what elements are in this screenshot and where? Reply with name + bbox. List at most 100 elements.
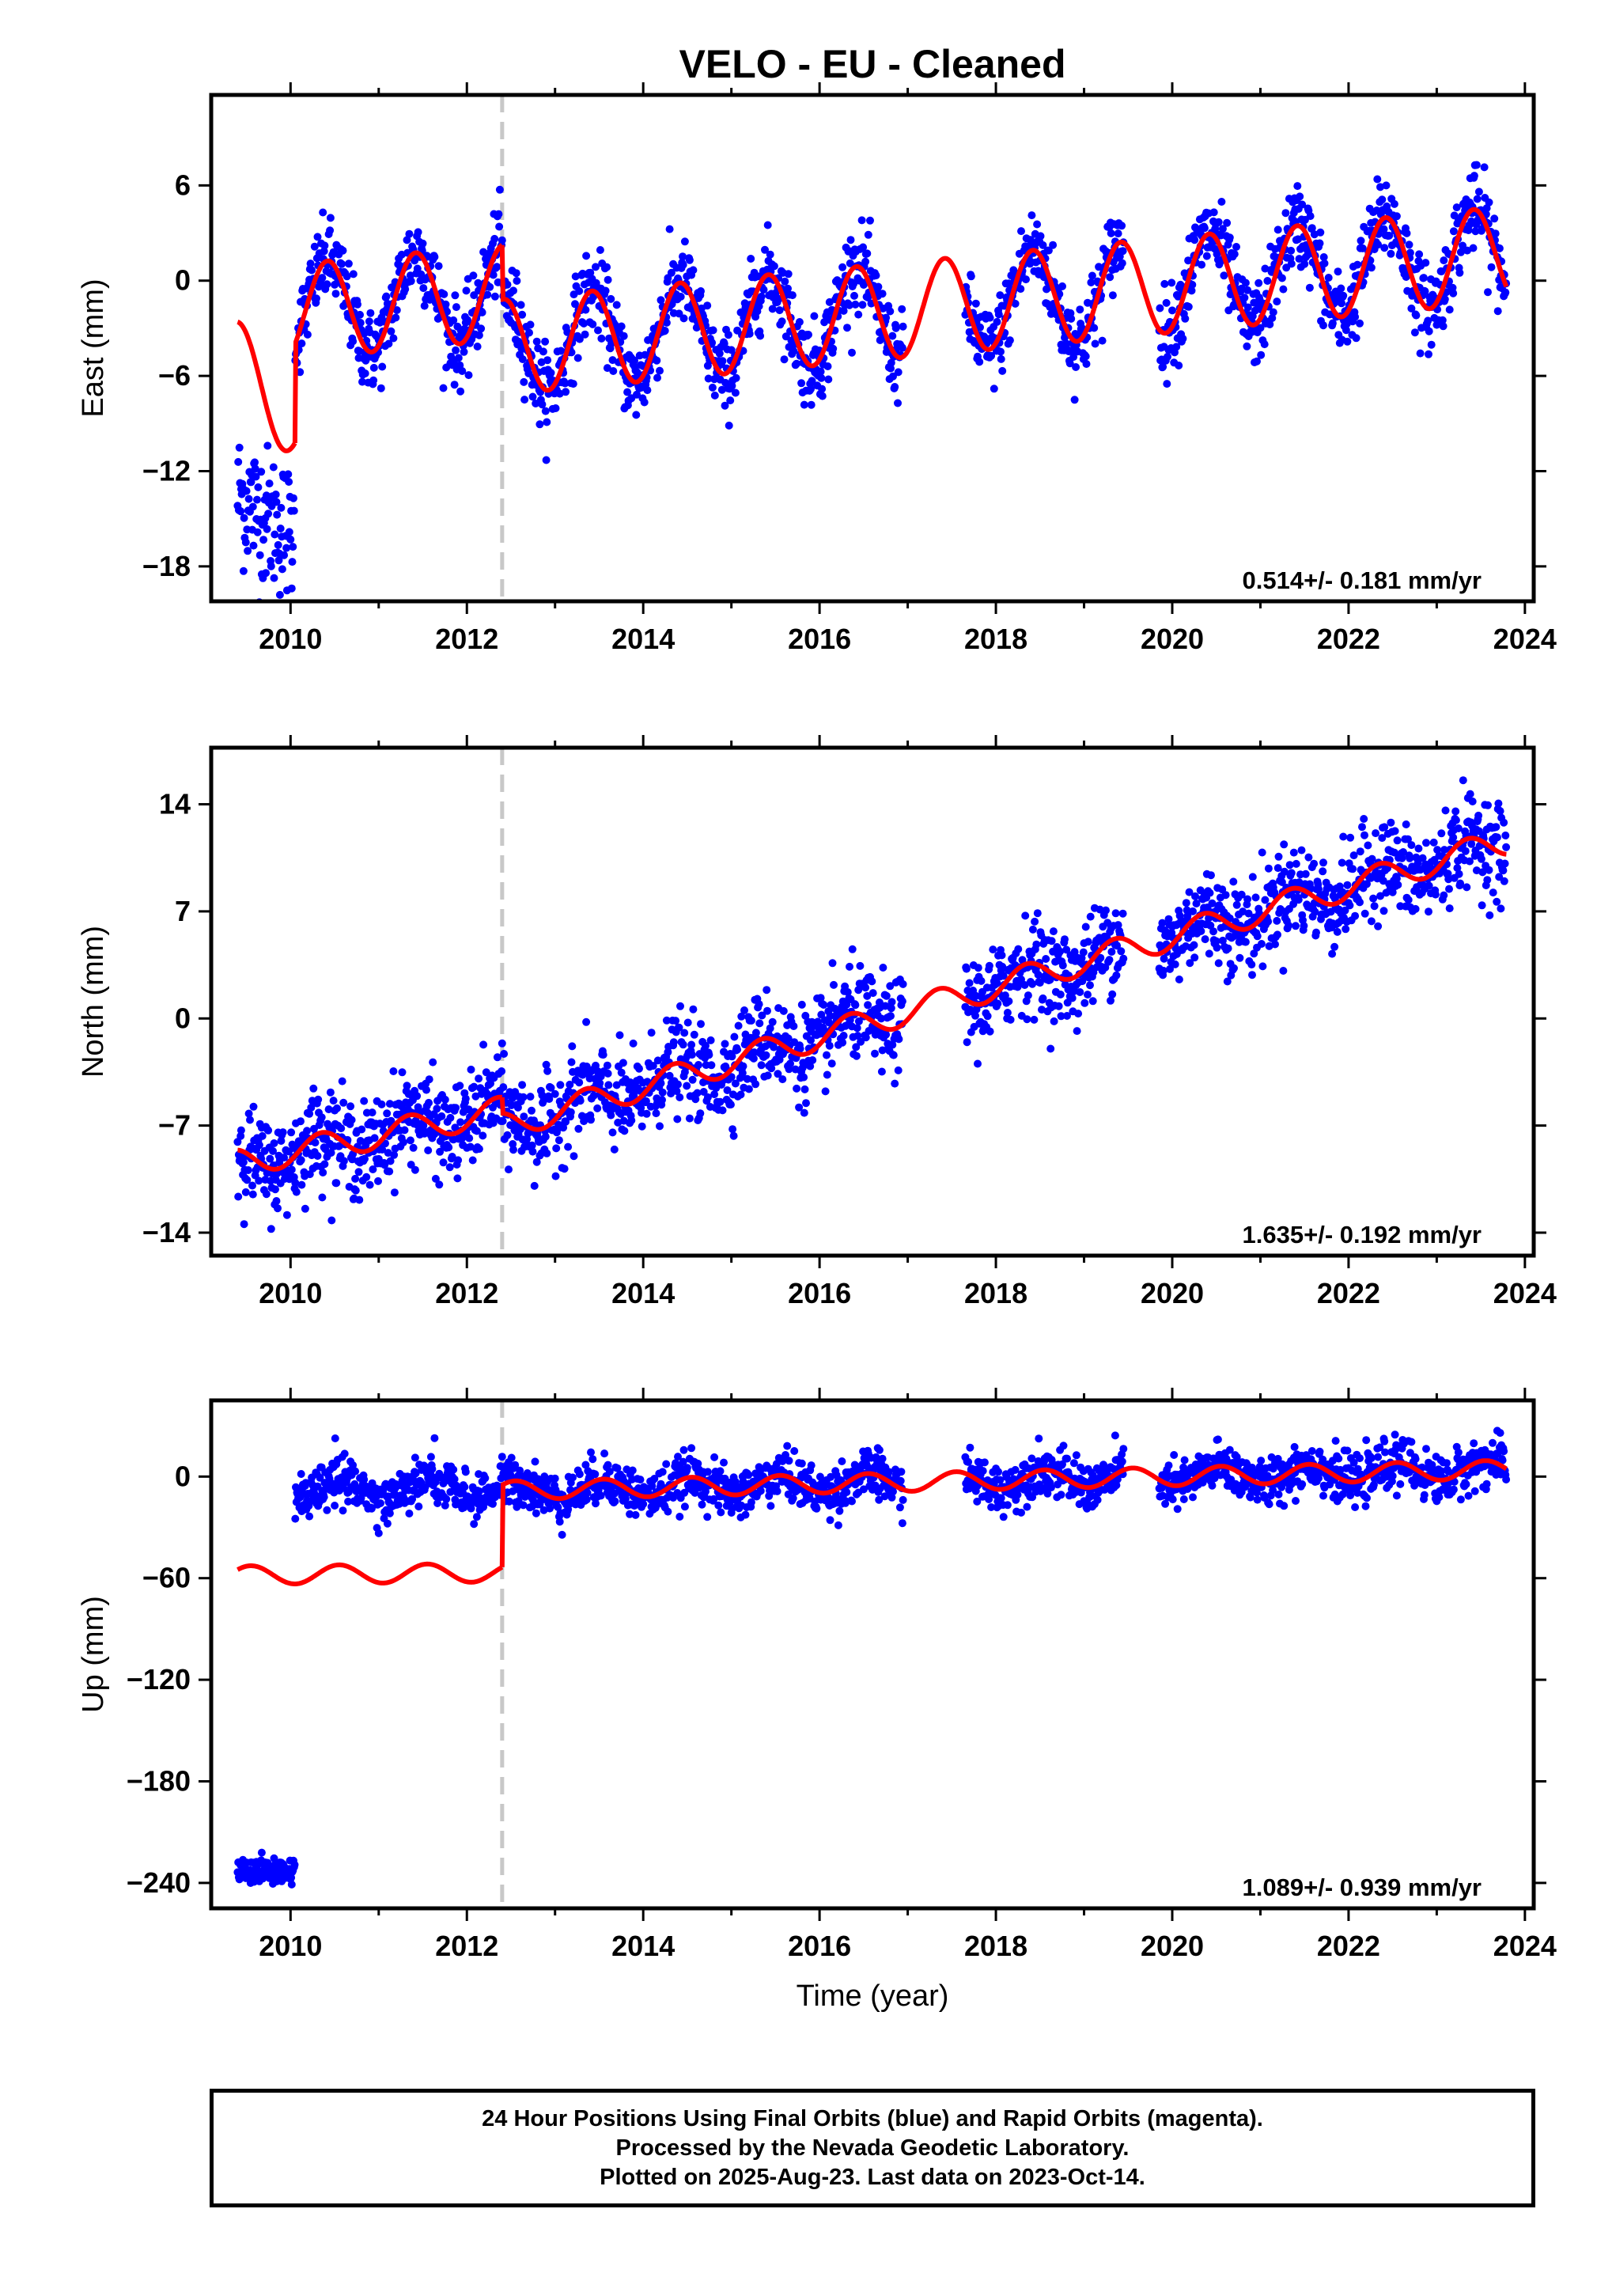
data-point xyxy=(249,541,258,550)
data-point xyxy=(255,551,264,559)
data-point xyxy=(1200,224,1209,233)
data-point xyxy=(861,1033,870,1042)
data-point xyxy=(1091,339,1099,348)
data-point xyxy=(1237,890,1246,899)
data-point xyxy=(653,373,661,382)
data-point xyxy=(829,344,838,353)
data-point xyxy=(749,1054,758,1063)
data-point xyxy=(1351,313,1360,321)
data-point xyxy=(1218,936,1227,945)
data-point xyxy=(797,1000,806,1009)
data-point xyxy=(971,299,980,308)
data-point xyxy=(520,377,528,386)
east-rate-label: 0.514+/- 0.181 mm/yr xyxy=(1243,566,1482,594)
data-point xyxy=(604,275,612,284)
data-point xyxy=(349,337,358,346)
data-point xyxy=(1418,854,1427,862)
data-point xyxy=(581,330,589,339)
data-point xyxy=(895,1035,903,1044)
data-point xyxy=(354,300,361,309)
data-point xyxy=(728,1052,736,1061)
data-point xyxy=(710,391,719,400)
data-point xyxy=(314,1095,323,1104)
data-point xyxy=(1387,249,1395,258)
data-point xyxy=(411,1453,419,1462)
data-point xyxy=(857,216,866,225)
data-point xyxy=(657,1079,665,1088)
data-point xyxy=(872,271,880,280)
data-point xyxy=(537,358,546,366)
data-point xyxy=(319,208,327,217)
data-point xyxy=(403,1082,411,1090)
data-point xyxy=(1111,909,1120,918)
data-point xyxy=(513,277,521,285)
data-point xyxy=(857,1037,865,1046)
north-y-axis-label: North (mm) xyxy=(77,926,110,1078)
data-point xyxy=(971,991,980,1000)
data-point xyxy=(1096,905,1104,914)
north-y-tick-label: −7 xyxy=(158,1109,191,1142)
data-point xyxy=(1056,947,1065,956)
data-point xyxy=(1209,927,1217,936)
data-point xyxy=(398,1068,407,1077)
data-point xyxy=(604,1069,612,1078)
data-point xyxy=(338,260,346,268)
data-point xyxy=(465,1134,474,1142)
data-point xyxy=(751,1029,760,1037)
data-point xyxy=(702,1041,710,1050)
data-point xyxy=(1190,941,1198,949)
data-point xyxy=(1495,244,1504,252)
data-point xyxy=(1292,922,1300,930)
data-point xyxy=(276,525,285,532)
data-point xyxy=(303,1127,312,1135)
data-point xyxy=(843,324,851,332)
data-point xyxy=(1416,349,1425,358)
data-point xyxy=(490,234,499,243)
data-point xyxy=(566,1108,575,1116)
data-point xyxy=(747,255,755,263)
data-point xyxy=(680,1502,689,1511)
data-point xyxy=(1035,979,1044,987)
data-point xyxy=(453,1174,462,1183)
data-point xyxy=(641,350,649,359)
data-point xyxy=(1214,218,1223,226)
data-point xyxy=(1070,396,1079,404)
data-point xyxy=(1049,241,1058,249)
data-point xyxy=(706,1036,715,1044)
data-point xyxy=(747,1017,755,1025)
data-point xyxy=(1471,227,1480,236)
data-point xyxy=(467,1065,475,1074)
data-point xyxy=(729,1131,738,1140)
data-point xyxy=(1404,896,1413,904)
data-point xyxy=(1224,944,1232,953)
data-point xyxy=(1273,225,1282,234)
data-point xyxy=(272,1197,281,1205)
data-point xyxy=(1024,991,1032,1000)
data-point xyxy=(291,1179,300,1187)
data-point xyxy=(630,356,638,365)
data-point xyxy=(1461,847,1470,855)
data-point xyxy=(389,1067,398,1075)
data-point xyxy=(290,494,297,502)
data-point xyxy=(369,1165,377,1173)
data-point xyxy=(797,1459,806,1468)
data-point xyxy=(730,1032,739,1041)
data-point xyxy=(724,331,732,339)
data-point xyxy=(1392,212,1401,221)
east-x-tick-label: 2012 xyxy=(435,623,498,655)
data-point xyxy=(1427,340,1436,349)
data-point xyxy=(272,498,281,506)
data-point xyxy=(751,1080,760,1089)
data-point xyxy=(274,1204,282,1213)
data-point xyxy=(1225,233,1234,242)
data-point xyxy=(766,1024,774,1032)
data-point xyxy=(592,1499,600,1508)
data-point xyxy=(297,1470,305,1478)
data-point xyxy=(852,1051,861,1060)
data-point xyxy=(604,1461,612,1469)
data-point xyxy=(1454,824,1463,832)
data-point xyxy=(899,979,907,988)
data-point xyxy=(264,510,273,518)
data-point xyxy=(1088,271,1096,280)
data-point xyxy=(1425,881,1433,890)
